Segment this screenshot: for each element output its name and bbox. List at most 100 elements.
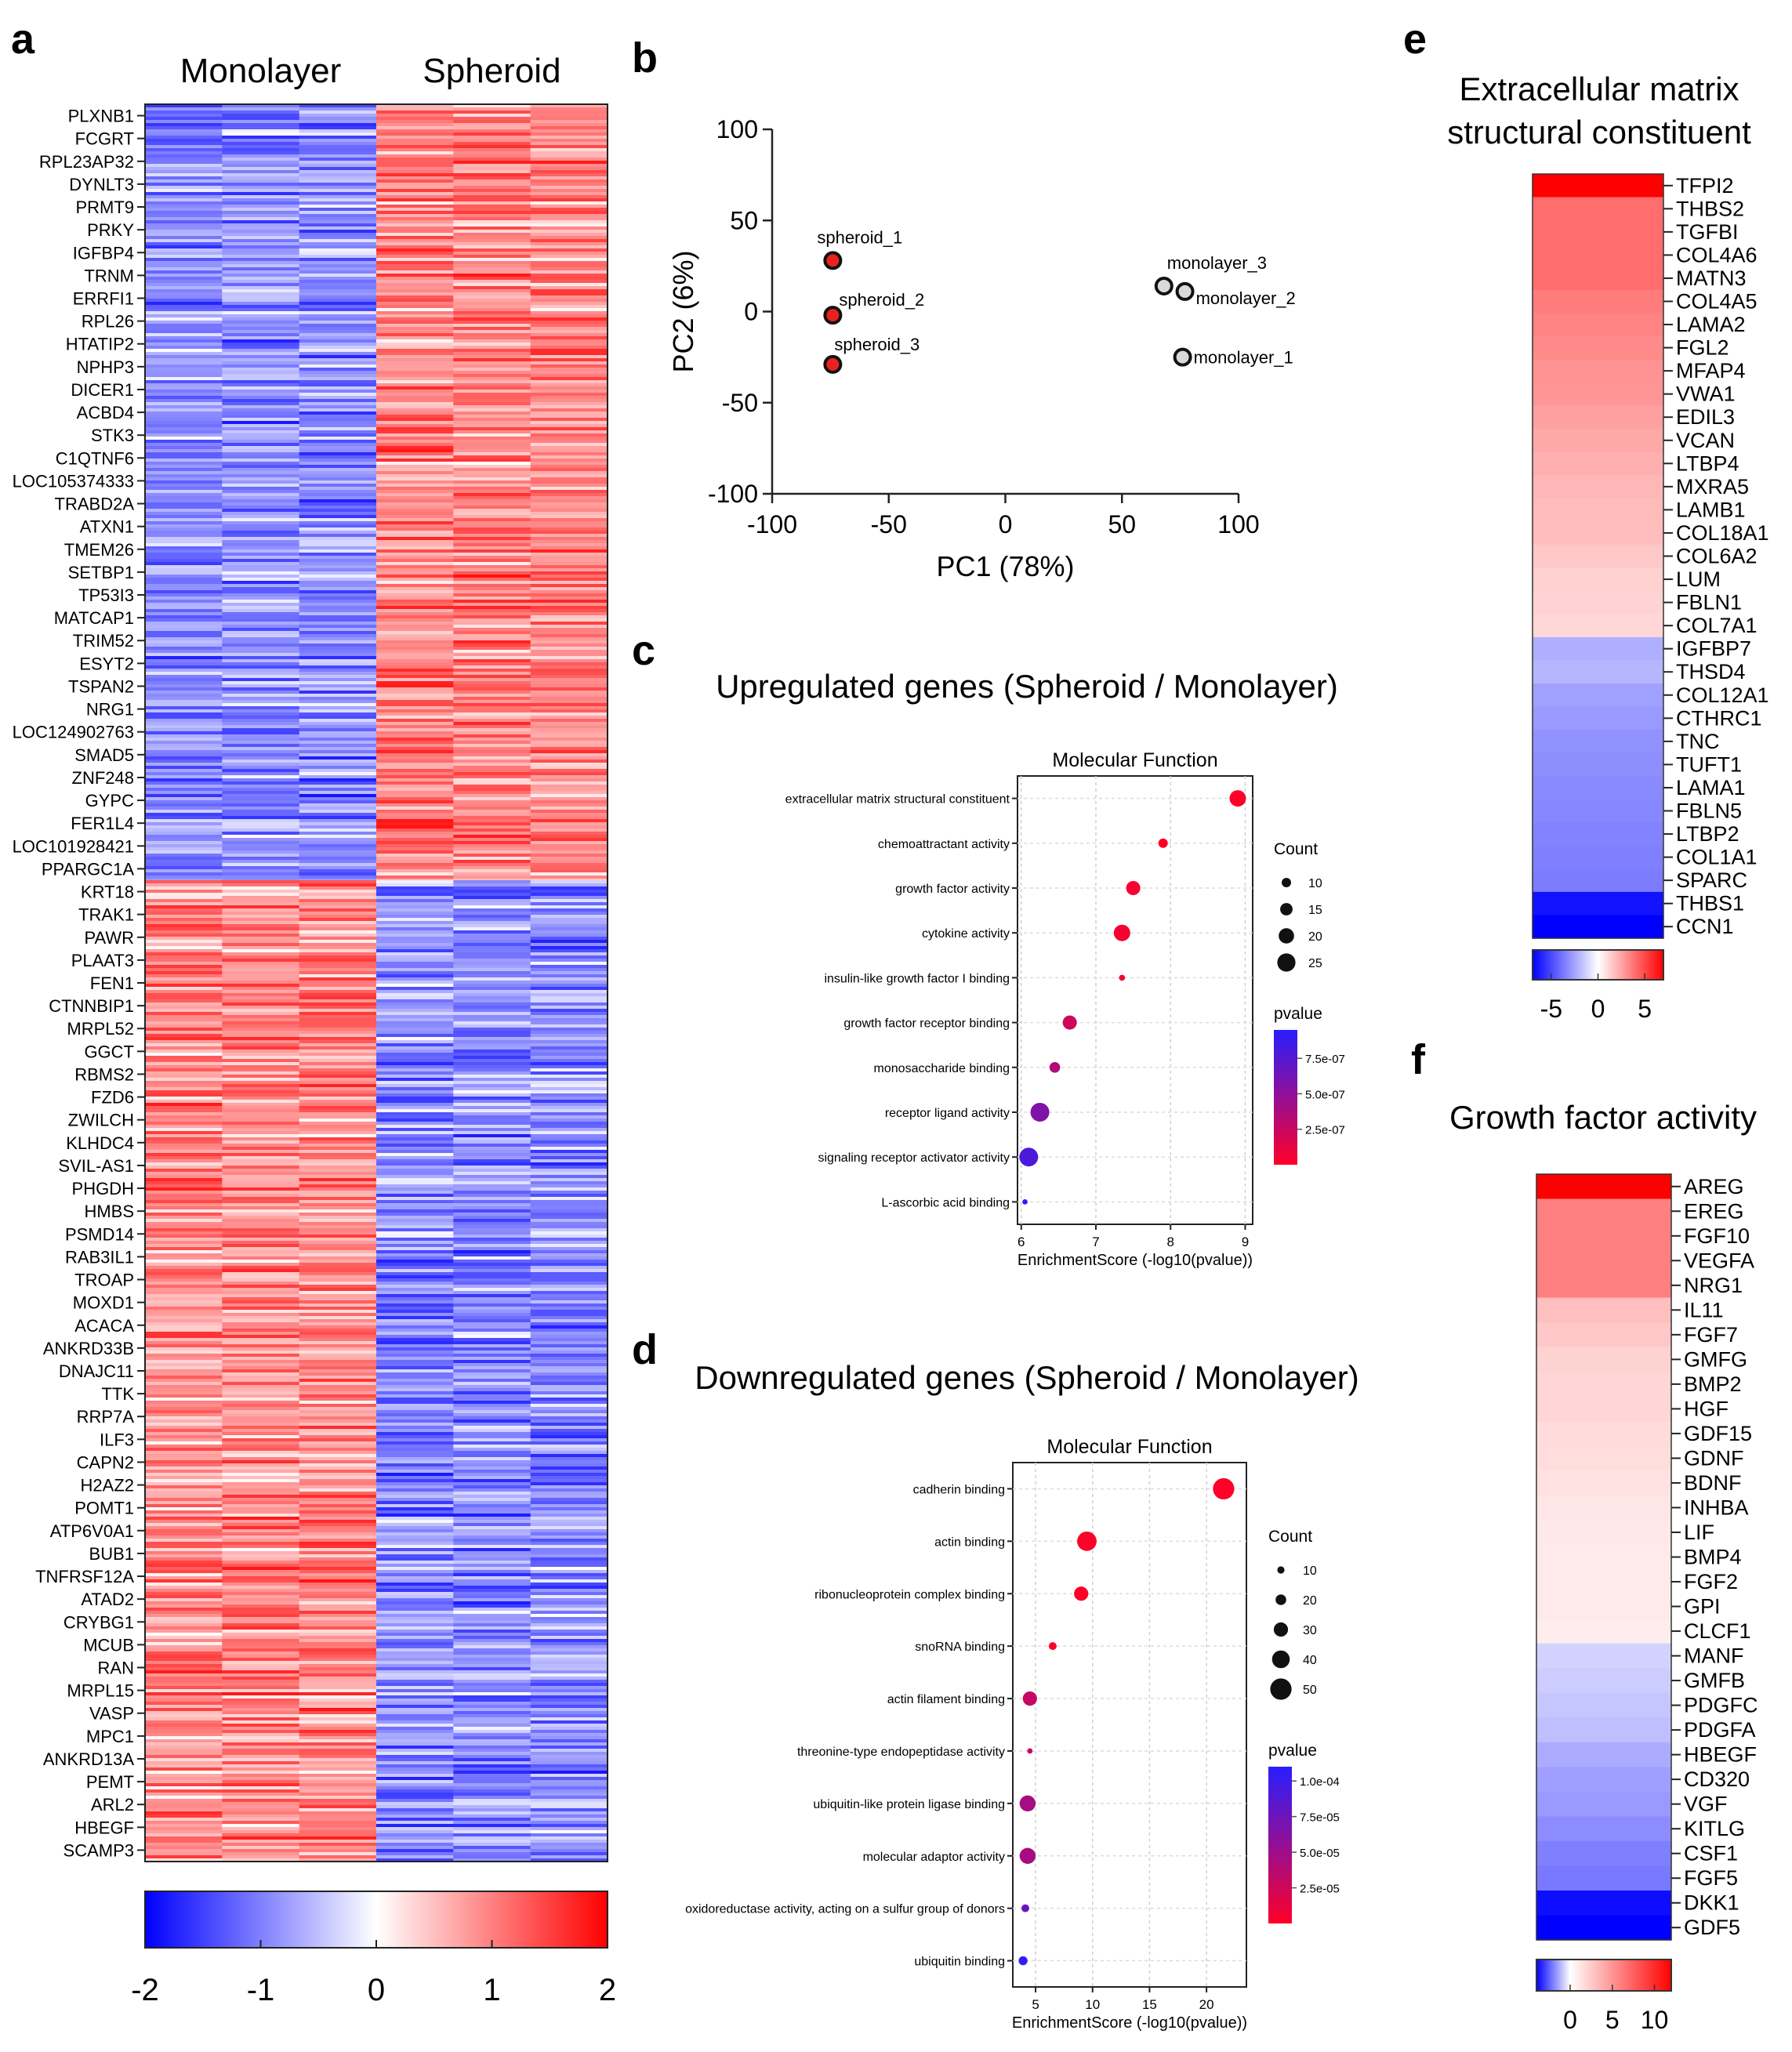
heatmap-cell — [376, 559, 454, 563]
heatmap-gene-label: ATXN1 — [80, 517, 134, 537]
heatmap-cell — [376, 590, 454, 594]
heatmap-cell — [530, 1664, 608, 1668]
heatmap-border — [1536, 1173, 1672, 1941]
heatmap-cell — [453, 1786, 531, 1790]
heatmap-cell — [530, 176, 608, 180]
heatmap-cell — [453, 694, 531, 698]
heatmap-cell — [222, 943, 300, 947]
heatmap-cell — [453, 490, 531, 494]
heatmap-cell — [530, 675, 608, 679]
heatmap-cell — [222, 650, 300, 654]
heatmap-cell — [530, 1579, 608, 1583]
heatmap-cell — [530, 286, 608, 290]
heatmap-cell — [222, 987, 300, 991]
heatmap-cell — [145, 380, 223, 384]
heatmap-cell — [453, 1448, 531, 1452]
heatmap-cell — [530, 1504, 608, 1508]
heatmap-cell — [530, 1244, 608, 1248]
heatmap-cell — [222, 908, 300, 912]
heatmap-cell — [376, 346, 454, 350]
heatmap-cell — [222, 1263, 300, 1267]
heatmap-cell — [145, 800, 223, 804]
heatmap-cell — [222, 364, 300, 368]
heatmap-cell — [299, 1031, 377, 1035]
heatmap-cell — [453, 270, 531, 274]
heatmap-cell — [530, 1670, 608, 1674]
heatmap-cell — [222, 201, 300, 205]
heatmap-cell — [530, 393, 608, 397]
heatmap-gene-label: DNAJC11 — [59, 1361, 134, 1381]
heatmap-cell — [530, 1075, 608, 1079]
heatmap-cell — [376, 1329, 454, 1332]
heatmap-cell — [530, 1184, 608, 1188]
heatmap-cell — [222, 1250, 300, 1254]
heatmap-cell — [299, 1720, 377, 1724]
heatmap-cell — [145, 999, 223, 1003]
heatmap-cell — [453, 1507, 531, 1511]
heatmap-cell — [145, 198, 223, 202]
heatmap-cell — [376, 1811, 454, 1815]
heatmap-gene-label: LTBP2 — [1676, 822, 1739, 846]
heatmap-cell — [299, 847, 377, 851]
heatmap-cell — [222, 672, 300, 676]
heatmap-cell — [145, 1492, 223, 1495]
heatmap-cell — [453, 1601, 531, 1605]
heatmap-cell — [376, 468, 454, 472]
heatmap-cell — [376, 1385, 454, 1389]
heatmap-gene-label: TRAK1 — [78, 905, 134, 925]
heatmap-cell — [453, 471, 531, 475]
heatmap-cell — [376, 1780, 454, 1784]
heatmap-cell — [376, 1228, 454, 1232]
heatmap-cell — [145, 1498, 223, 1502]
heatmap-cell — [453, 252, 531, 256]
heatmap-cell — [530, 1366, 608, 1370]
heatmap-cell — [299, 521, 377, 525]
heatmap-cell — [453, 1087, 531, 1091]
heatmap-cell — [222, 499, 300, 503]
heatmap-cell — [145, 1140, 223, 1144]
heatmap-cell — [530, 1454, 608, 1458]
heatmap-cell — [299, 1695, 377, 1699]
heatmap-cell — [530, 930, 608, 934]
heatmap-cell — [299, 1275, 377, 1279]
go-term-label: ubiquitin binding — [914, 1956, 1005, 1969]
heatmap-cell — [299, 214, 377, 218]
heatmap-cell — [222, 327, 300, 331]
heatmap-cell — [145, 628, 223, 632]
heatmap-cell — [222, 396, 300, 400]
heatmap-cell — [145, 349, 223, 353]
heatmap-cell — [145, 1238, 223, 1242]
heatmap-cell — [222, 952, 300, 956]
heatmap-cell — [376, 1294, 454, 1298]
heatmap-cell — [376, 377, 454, 381]
heatmap-cell — [376, 893, 454, 897]
heatmap-cell — [376, 1247, 454, 1251]
heatmap-cell — [222, 794, 300, 798]
heatmap-cell — [222, 1169, 300, 1173]
heatmap-cell — [376, 899, 454, 903]
heatmap-cell — [299, 252, 377, 256]
heatmap-cell — [376, 415, 454, 419]
heatmap-cell — [530, 1379, 608, 1383]
heatmap-cell — [376, 1495, 454, 1499]
heatmap-cell — [453, 832, 531, 836]
heatmap-gene-label: MCUB — [83, 1635, 134, 1655]
heatmap-cell — [299, 803, 377, 807]
heatmap-cell — [453, 1300, 531, 1304]
heatmap-gene-label: IGFBP4 — [73, 243, 134, 263]
heatmap-cell — [222, 506, 300, 509]
heatmap-cell — [530, 844, 608, 848]
heatmap-cell — [530, 1705, 608, 1709]
heatmap-cell — [376, 139, 454, 143]
heatmap-cell — [145, 393, 223, 397]
heatmap-cell — [376, 1717, 454, 1721]
heatmap-cell — [222, 1570, 300, 1574]
heatmap-cell — [222, 899, 300, 903]
heatmap-cell — [222, 1241, 300, 1245]
heatmap-cell — [376, 330, 454, 334]
heatmap-cell — [222, 1479, 300, 1483]
heatmap-cell — [530, 1564, 608, 1568]
heatmap-cell — [376, 1799, 454, 1803]
heatmap-cell — [145, 223, 223, 227]
heatmap-cell — [376, 236, 454, 240]
